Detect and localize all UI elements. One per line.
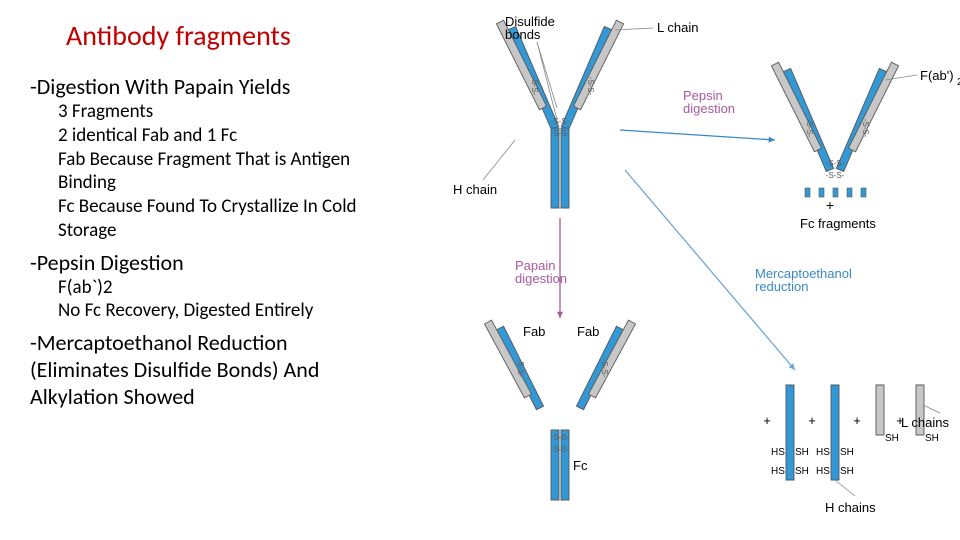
svg-text:-S-S-: -S-S- (551, 117, 570, 126)
svg-text:-S-S-: -S-S- (826, 159, 845, 168)
svg-text:Fc: Fc (573, 458, 588, 473)
svg-text:Disulfidebonds: Disulfidebonds (505, 14, 555, 42)
svg-text:SH: SH (885, 433, 899, 444)
svg-text:HS: HS (816, 447, 830, 458)
svg-text:Pepsindigestion: Pepsindigestion (683, 88, 735, 116)
svg-text:Fab: Fab (523, 324, 545, 339)
svg-text:+: + (853, 413, 861, 428)
svg-text:H chain: H chain (453, 182, 497, 197)
svg-text:HS: HS (816, 466, 830, 477)
svg-text:SH: SH (840, 466, 854, 477)
heading-papain: -Digestion With Papain Yields (30, 73, 385, 100)
heading-merc: -Mercaptoethanol Reduction (Eliminates D… (30, 329, 385, 410)
svg-text:HS: HS (771, 466, 785, 477)
svg-text:-S-S-: -S-S- (805, 119, 814, 138)
svg-text:Fc fragments: Fc fragments (800, 216, 876, 231)
svg-text:+: + (763, 413, 771, 428)
svg-text:L chains: L chains (901, 415, 949, 430)
svg-text:SH: SH (840, 447, 854, 458)
heading-pepsin: -Pepsin Digestion (30, 249, 385, 276)
svg-text:-S-S-: -S-S- (551, 433, 570, 442)
svg-text:F(ab'): F(ab') (920, 68, 954, 83)
svg-text:-S-S-: -S-S- (530, 77, 539, 96)
svg-text:+: + (826, 197, 834, 213)
svg-text:-S-S-: -S-S- (861, 119, 870, 138)
page-title: Antibody fragments (30, 18, 385, 53)
papain-item-2: Fab Because Fragment That is Antigen Bin… (30, 148, 385, 196)
svg-text:-S-S-: -S-S- (551, 445, 570, 454)
svg-text:-S-S-: -S-S- (551, 129, 570, 138)
svg-text:HS: HS (771, 447, 785, 458)
svg-text:-S-S-: -S-S- (826, 171, 845, 180)
svg-text:Mercaptoethanolreduction: Mercaptoethanolreduction (755, 266, 852, 294)
svg-text:+: + (808, 413, 816, 428)
svg-text:H chains: H chains (825, 500, 876, 515)
diagram-svg: -S-S- -S-S- -S-S- -S-S- Disulfidebonds L chai… (395, 0, 960, 540)
svg-text:SH: SH (795, 466, 809, 477)
svg-text:-S-S-: -S-S- (516, 359, 525, 378)
antibody-diagram: -S-S- -S-S- -S-S- -S-S- Disulfidebonds L chai… (395, 0, 960, 540)
svg-text:SH: SH (925, 433, 939, 444)
text-panel: Antibody fragments -Digestion With Papai… (0, 0, 395, 540)
papain-item-0: 3 Fragments (30, 100, 385, 124)
svg-text:SH: SH (795, 447, 809, 458)
svg-text:Fab: Fab (577, 324, 599, 339)
svg-text:Papaindigestion: Papaindigestion (515, 258, 567, 286)
papain-item-1: 2 identical Fab and 1 Fc (30, 124, 385, 148)
papain-item-3: Fc Because Found To Crystallize In Cold … (30, 195, 385, 243)
svg-text:-S-S-: -S-S- (586, 77, 595, 96)
svg-text:L chain: L chain (657, 20, 698, 35)
pepsin-item-1: No Fc Recovery, Digested Entirely (30, 299, 385, 323)
pepsin-item-0: F(ab`)2 (30, 276, 385, 300)
svg-text:-S-S-: -S-S- (600, 359, 609, 378)
